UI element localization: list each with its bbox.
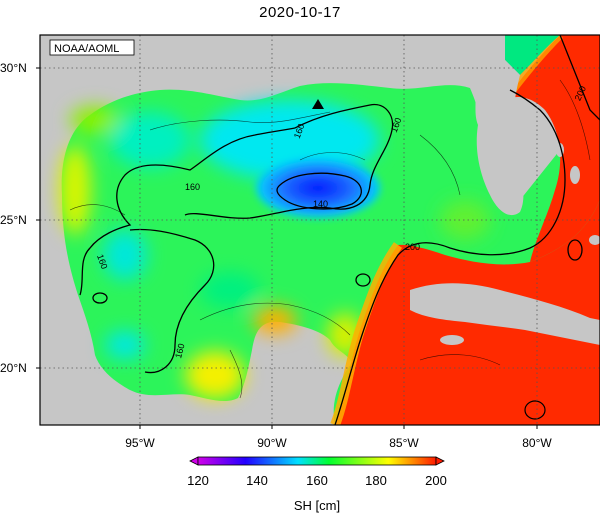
map-frame (39, 34, 600, 426)
lon-tick-label: 85°W (389, 436, 419, 450)
colorbar: 120 140 160 180 200 SH [cm] (187, 456, 447, 513)
map-area: 160 160 160 160 160 140 200 200 (40, 35, 600, 425)
cold-eddy (256, 158, 380, 218)
atlantic-cool-patch (505, 35, 560, 75)
colorbar-bar (197, 456, 437, 466)
contour-160-central (129, 228, 215, 374)
credit-label: NOAA/AOML (54, 43, 119, 55)
contour-label: 160 (389, 116, 404, 134)
graticule (40, 35, 600, 425)
gulf-stream-warm (505, 35, 600, 262)
credit-box (49, 39, 135, 56)
contour-label: 160 (185, 182, 200, 192)
longitude-axis: 95°W 90°W 85°W 80°W (125, 425, 552, 450)
lon-tick-label: 80°W (522, 436, 552, 450)
contour-small-caribbean (524, 400, 546, 420)
colorbar-tick-label: 180 (365, 473, 387, 488)
contour-small-atlantic (567, 239, 583, 261)
latitude-axis: 30°N 25°N 20°N (0, 61, 40, 375)
lat-tick-label: 20°N (0, 361, 27, 375)
contour-small-west (92, 292, 108, 304)
contour-small-east (355, 273, 371, 287)
colorbar-tick-label: 120 (187, 473, 209, 488)
contour-label: 160 (95, 253, 110, 271)
colorbar-tick-label: 140 (246, 473, 268, 488)
colorbar-title: SH [cm] (294, 498, 340, 513)
colorbar-min-arrow (189, 456, 199, 466)
contour-label: 160 (173, 342, 187, 359)
florida-land (470, 60, 524, 216)
colorbar-tick-label: 160 (306, 473, 328, 488)
map-title: 2020-10-17 (259, 4, 341, 21)
lat-tick-label: 30°N (0, 61, 27, 75)
contour-160-ring (184, 103, 394, 219)
cuba-land (410, 283, 600, 345)
contour-value-labels: 160 160 160 160 160 140 200 200 (95, 84, 588, 359)
colorbar-tick-label: 200 (425, 473, 447, 488)
contour-160-west (79, 127, 296, 296)
contour-200-north (559, 35, 600, 121)
contour-200-loop (334, 89, 566, 425)
triangle-marker (312, 99, 324, 109)
isla-juventud (440, 335, 464, 345)
lon-tick-label: 90°W (257, 436, 287, 450)
contour-label: 160 (292, 122, 307, 140)
lat-tick-label: 25°N (0, 213, 27, 227)
contour-label: 140 (313, 199, 328, 209)
contour-label: 200 (405, 242, 420, 252)
contour-140 (276, 172, 362, 210)
lon-tick-label: 95°W (125, 436, 155, 450)
contour-lines (69, 35, 600, 425)
colorbar-max-arrow (435, 456, 445, 466)
